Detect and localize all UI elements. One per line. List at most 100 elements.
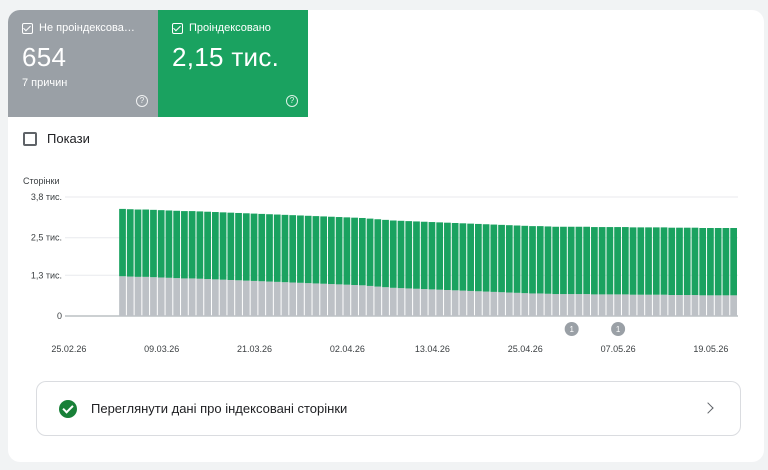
bar-indexed — [258, 213, 266, 282]
bar-indexed — [652, 227, 660, 295]
bar-indexed — [358, 217, 366, 286]
x-tick-label: 02.04.26 — [330, 344, 365, 354]
annotation-label: 1 — [616, 325, 621, 334]
checkbox-checked-icon[interactable] — [172, 22, 183, 34]
bar-not-indexed — [621, 294, 629, 316]
check-circle-icon — [59, 399, 77, 418]
bar-not-indexed — [691, 295, 699, 316]
bar-not-indexed — [444, 290, 451, 316]
annotation-marker — [611, 322, 626, 336]
bar-not-indexed — [351, 284, 358, 316]
tile-indexed-label: Проіндексовано — [189, 22, 271, 34]
tile-indexed[interactable]: Проіндексовано 2,15 тис. ? — [158, 10, 308, 117]
checkbox-icon[interactable] — [23, 131, 37, 146]
bar-not-indexed — [235, 280, 242, 316]
bar-indexed — [397, 220, 405, 289]
view-indexed-pages-link[interactable]: Переглянути дані про індексовані сторінк… — [36, 381, 741, 436]
bar-not-indexed — [683, 295, 691, 316]
bar-not-indexed — [173, 278, 181, 316]
bar-indexed — [552, 226, 560, 295]
tile-indexed-header: Проіндексовано — [172, 22, 294, 34]
tile-not-indexed[interactable]: Не проіндексова… 654 7 причин ? — [8, 10, 158, 117]
bar-not-indexed — [575, 294, 583, 316]
bar-not-indexed — [598, 294, 606, 316]
bar-not-indexed — [567, 294, 575, 316]
bar-indexed — [629, 227, 637, 295]
bar-indexed — [420, 221, 428, 290]
bar-indexed — [660, 227, 668, 295]
bar-not-indexed — [227, 279, 235, 316]
bar-not-indexed — [606, 294, 614, 316]
bar-indexed — [637, 227, 645, 295]
bar-not-indexed — [645, 294, 652, 316]
bar-not-indexed — [629, 294, 637, 316]
bar-not-indexed — [583, 294, 591, 316]
tile-not-indexed-value: 654 — [22, 42, 67, 72]
bar-not-indexed — [513, 292, 521, 316]
bar-not-indexed — [529, 293, 536, 316]
checkbox-checked-icon[interactable] — [22, 22, 33, 34]
bar-not-indexed — [389, 287, 397, 316]
bar-indexed — [428, 222, 436, 290]
bar-not-indexed — [436, 289, 444, 316]
bar-indexed — [699, 228, 707, 296]
x-tick-label: 25.04.26 — [508, 344, 543, 354]
bar-not-indexed — [181, 278, 188, 316]
y-tick-label: 2,5 тис. — [31, 233, 62, 243]
impressions-toggle[interactable]: Покази — [23, 131, 90, 146]
bar-indexed — [366, 218, 374, 286]
bar-indexed — [273, 214, 281, 282]
bar-not-indexed — [637, 294, 645, 316]
bar-not-indexed — [188, 278, 196, 316]
bar-not-indexed — [273, 281, 281, 316]
bar-indexed — [459, 223, 467, 291]
bar-not-indexed — [482, 291, 490, 316]
bar-not-indexed — [521, 293, 529, 316]
index-coverage-card: Не проіндексова… 654 7 причин ? Проіндек… — [8, 10, 764, 462]
bar-not-indexed — [297, 282, 304, 316]
bar-indexed — [142, 209, 150, 277]
bar-not-indexed — [289, 282, 297, 316]
bar-indexed — [119, 208, 126, 277]
bar-indexed — [181, 211, 188, 279]
bar-indexed — [436, 222, 444, 290]
help-icon[interactable]: ? — [286, 95, 298, 107]
bar-not-indexed — [196, 278, 204, 316]
bar-not-indexed — [358, 285, 366, 316]
bar-indexed — [567, 226, 575, 295]
bar-indexed — [521, 225, 529, 294]
help-icon[interactable]: ? — [136, 95, 148, 107]
bar-indexed — [676, 227, 683, 296]
x-tick-label: 19.05.26 — [693, 344, 728, 354]
bar-indexed — [328, 216, 335, 285]
bar-indexed — [668, 227, 676, 296]
bar-indexed — [289, 215, 297, 283]
bar-not-indexed — [730, 295, 737, 316]
bar-not-indexed — [420, 289, 428, 316]
bar-indexed — [382, 219, 389, 288]
bar-indexed — [505, 225, 513, 293]
bar-indexed — [211, 212, 219, 280]
bar-indexed — [513, 225, 521, 293]
bar-indexed — [714, 228, 722, 296]
bar-indexed — [227, 212, 235, 280]
bar-not-indexed — [328, 284, 335, 316]
bar-indexed — [722, 228, 730, 296]
bar-indexed — [312, 216, 320, 284]
bar-indexed — [320, 216, 328, 284]
bar-not-indexed — [366, 285, 374, 316]
bar-indexed — [242, 213, 250, 281]
bar-indexed — [343, 217, 351, 285]
bar-indexed — [544, 226, 552, 294]
bar-indexed — [413, 221, 420, 289]
bar-not-indexed — [157, 277, 165, 316]
x-tick-label: 21.03.26 — [237, 344, 272, 354]
bar-indexed — [405, 221, 413, 289]
x-tick-label: 13.04.26 — [415, 344, 450, 354]
bar-not-indexed — [320, 283, 328, 316]
bar-indexed — [621, 227, 629, 295]
bar-indexed — [444, 222, 451, 291]
annotation-label: 1 — [569, 325, 574, 334]
bar-not-indexed — [536, 293, 544, 316]
bar-not-indexed — [707, 295, 714, 316]
